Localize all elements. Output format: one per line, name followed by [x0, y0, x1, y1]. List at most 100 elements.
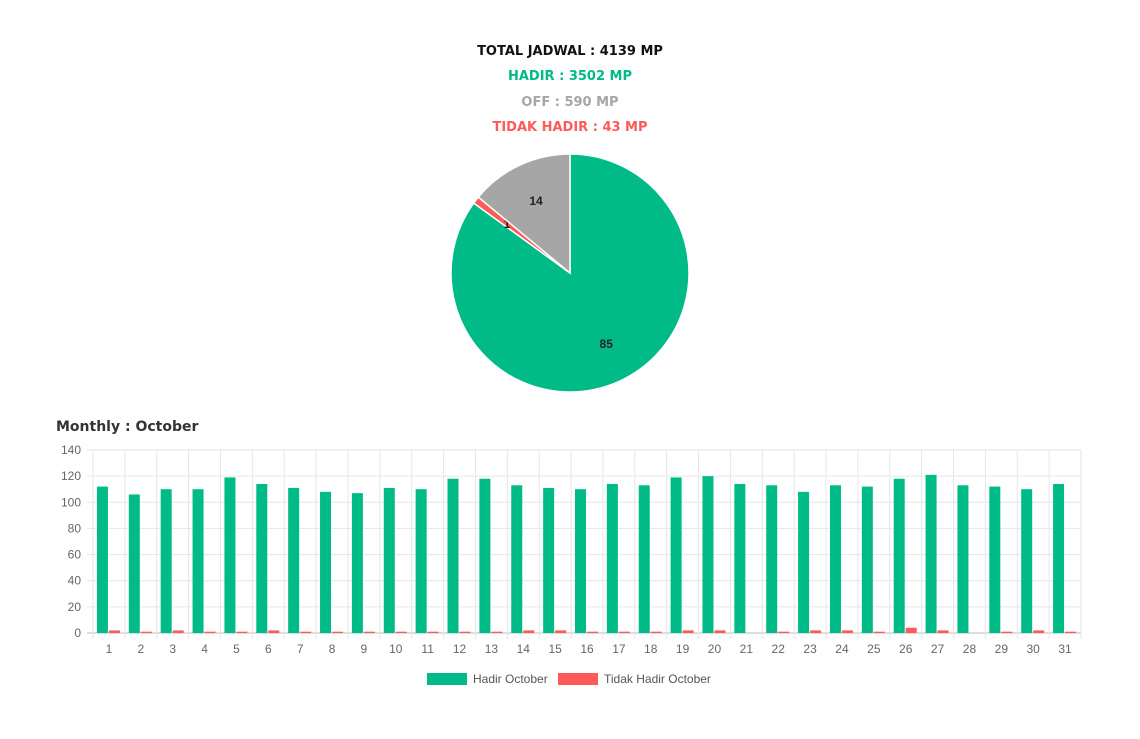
y-tick-label: 120 — [61, 469, 81, 483]
x-tick-label: 19 — [676, 642, 690, 656]
x-tick-label: 7 — [297, 642, 304, 656]
x-tick-label: 4 — [201, 642, 208, 656]
bar-hadir[interactable] — [96, 486, 108, 633]
bar-tidak-hadir[interactable] — [395, 631, 407, 633]
bar-hadir[interactable] — [575, 489, 586, 633]
x-tick-label: 15 — [548, 642, 562, 656]
bar-hadir[interactable] — [893, 478, 905, 633]
bar-hadir[interactable] — [351, 493, 363, 633]
bar-hadir[interactable] — [1053, 483, 1065, 633]
bar-hadir[interactable] — [1021, 489, 1033, 633]
x-tick-label: 21 — [740, 642, 754, 656]
bar-hadir[interactable] — [383, 487, 395, 633]
legend-tidak-hadir[interactable]: Tidak Hadir October — [558, 672, 711, 686]
legend-hadir[interactable]: Hadir October — [427, 672, 548, 686]
legend-tidak-hadir-label: Tidak Hadir October — [604, 672, 711, 686]
bar-tidak-hadir[interactable] — [459, 631, 471, 633]
attendance-pie-chart: 85 1 14 — [450, 153, 690, 393]
bar-hadir[interactable] — [160, 489, 172, 633]
bar-hadir[interactable] — [320, 491, 332, 633]
x-tick-label: 11 — [421, 642, 434, 656]
x-tick-label: 2 — [137, 642, 144, 656]
x-tick-label: 25 — [867, 642, 881, 656]
bar-tidak-hadir[interactable] — [905, 627, 917, 633]
x-tick-label: 10 — [389, 642, 403, 656]
x-tick-label: 17 — [612, 642, 626, 656]
bar-tidak-hadir[interactable] — [300, 631, 312, 633]
x-tick-label: 1 — [106, 642, 113, 656]
x-tick-label: 13 — [485, 642, 499, 656]
x-tick-label: 29 — [995, 642, 1009, 656]
bar-tidak-hadir[interactable] — [587, 631, 598, 633]
legend-hadir-label: Hadir October — [473, 672, 548, 686]
y-tick-label: 60 — [68, 548, 82, 562]
bar-hadir[interactable] — [702, 476, 714, 633]
bar-tidak-hadir[interactable] — [1065, 631, 1077, 633]
bar-hadir[interactable] — [447, 478, 459, 633]
bar-hadir[interactable] — [734, 483, 746, 633]
x-tick-label: 14 — [517, 642, 531, 656]
bar-hadir[interactable] — [638, 485, 650, 633]
x-tick-label: 3 — [169, 642, 176, 656]
bar-hadir[interactable] — [511, 485, 523, 633]
bar-tidak-hadir[interactable] — [268, 630, 280, 633]
bar-tidak-hadir[interactable] — [140, 631, 152, 633]
bar-tidak-hadir[interactable] — [937, 630, 949, 633]
bar-tidak-hadir[interactable] — [873, 631, 885, 633]
bar-tidak-hadir[interactable] — [523, 630, 535, 633]
bar-tidak-hadir[interactable] — [555, 630, 567, 633]
bar-hadir[interactable] — [256, 483, 268, 633]
x-tick-label: 6 — [265, 642, 272, 656]
x-tick-label: 28 — [963, 642, 977, 656]
bar-tidak-hadir[interactable] — [810, 630, 822, 633]
bar-tidak-hadir[interactable] — [363, 631, 375, 633]
bar-tidak-hadir[interactable] — [172, 630, 184, 633]
bar-tidak-hadir[interactable] — [618, 631, 630, 633]
pie-slice[interactable] — [477, 153, 571, 275]
bar-hadir[interactable] — [989, 486, 1001, 633]
bar-tidak-hadir[interactable] — [650, 631, 662, 633]
bar-hadir[interactable] — [128, 494, 140, 633]
bar-tidak-hadir[interactable] — [427, 631, 439, 633]
bar-tidak-hadir[interactable] — [332, 631, 344, 633]
bar-hadir[interactable] — [925, 474, 937, 633]
bar-hadir[interactable] — [415, 489, 427, 633]
y-tick-label: 20 — [68, 600, 82, 614]
x-tick-label: 22 — [772, 642, 786, 656]
bar-tidak-hadir[interactable] — [236, 631, 248, 633]
bar-tidak-hadir[interactable] — [491, 631, 503, 633]
x-tick-label: 30 — [1027, 642, 1041, 656]
x-tick-label: 27 — [931, 642, 945, 656]
monthly-chart-title: Monthly : October — [56, 419, 199, 435]
bar-tidak-hadir[interactable] — [841, 630, 853, 633]
bar-hadir[interactable] — [766, 485, 778, 633]
x-tick-label: 16 — [580, 642, 594, 656]
bar-tidak-hadir[interactable] — [204, 631, 216, 633]
y-tick-label: 140 — [61, 443, 81, 457]
off-label: OFF : 590 MP — [521, 95, 619, 110]
bar-hadir[interactable] — [798, 491, 810, 633]
bar-hadir[interactable] — [479, 478, 491, 633]
bar-tidak-hadir[interactable] — [778, 631, 790, 633]
tidak-hadir-label: TIDAK HADIR : 43 MP — [492, 120, 648, 135]
y-tick-label: 100 — [61, 495, 81, 509]
bar-hadir[interactable] — [606, 483, 618, 633]
bar-hadir[interactable] — [957, 485, 969, 633]
bar-hadir[interactable] — [670, 477, 682, 633]
bar-tidak-hadir[interactable] — [1033, 630, 1045, 633]
bar-tidak-hadir[interactable] — [1001, 631, 1013, 633]
bar-hadir[interactable] — [224, 477, 236, 633]
bar-hadir[interactable] — [288, 487, 300, 633]
y-tick-label: 40 — [68, 574, 82, 588]
bar-hadir[interactable] — [861, 486, 873, 633]
bar-tidak-hadir[interactable] — [714, 630, 726, 633]
bar-hadir[interactable] — [543, 487, 555, 633]
bar-hadir[interactable] — [829, 485, 841, 633]
total-jadwal-label: TOTAL JADWAL : 4139 MP — [477, 44, 663, 59]
x-tick-label: 24 — [835, 642, 849, 656]
bar-hadir[interactable] — [192, 489, 204, 633]
bar-tidak-hadir[interactable] — [108, 630, 120, 633]
x-tick-label: 18 — [644, 642, 658, 656]
bar-tidak-hadir[interactable] — [682, 630, 694, 633]
